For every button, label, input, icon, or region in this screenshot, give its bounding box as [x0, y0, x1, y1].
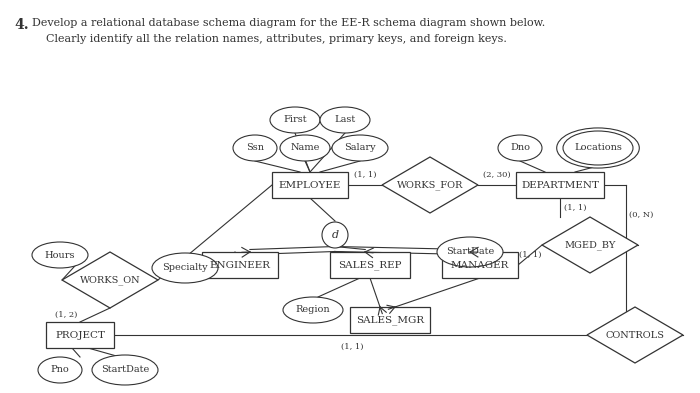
Text: CONTROLS: CONTROLS — [606, 331, 664, 340]
Text: WORKS_ON: WORKS_ON — [80, 275, 140, 285]
Text: (1, 1): (1, 1) — [354, 171, 377, 179]
Text: Locations: Locations — [574, 143, 622, 152]
Text: SALES_MGR: SALES_MGR — [356, 315, 424, 325]
Text: (1, 5): (1, 5) — [173, 266, 195, 274]
Circle shape — [322, 222, 348, 248]
Bar — [202, 252, 278, 278]
Polygon shape — [587, 307, 683, 363]
Ellipse shape — [38, 357, 82, 383]
Ellipse shape — [152, 253, 218, 283]
Text: (1, 2): (1, 2) — [55, 311, 77, 319]
Ellipse shape — [437, 237, 503, 267]
Ellipse shape — [283, 297, 343, 323]
Text: Name: Name — [290, 143, 320, 152]
Text: SALES_REP: SALES_REP — [338, 260, 402, 270]
Ellipse shape — [270, 107, 320, 133]
Text: (1, 1): (1, 1) — [342, 343, 364, 351]
Bar — [46, 322, 114, 348]
Polygon shape — [382, 157, 478, 213]
Text: Hours: Hours — [45, 250, 76, 259]
Bar — [272, 172, 348, 198]
Ellipse shape — [92, 355, 158, 385]
Bar — [330, 252, 410, 278]
Text: PROJECT: PROJECT — [55, 331, 105, 340]
Ellipse shape — [233, 135, 277, 161]
Text: Salary: Salary — [344, 143, 376, 152]
Text: First: First — [284, 116, 307, 125]
Text: (0, N): (0, N) — [629, 211, 653, 219]
Text: (2, 30): (2, 30) — [483, 171, 511, 179]
Ellipse shape — [498, 135, 542, 161]
Bar — [350, 307, 430, 333]
Text: ENGINEER: ENGINEER — [209, 261, 270, 270]
Ellipse shape — [563, 131, 633, 165]
Text: EMPLOYEE: EMPLOYEE — [279, 180, 341, 189]
Text: Last: Last — [335, 116, 356, 125]
Text: (1, 1): (1, 1) — [564, 204, 587, 211]
Bar — [516, 172, 604, 198]
Text: Dno: Dno — [510, 143, 530, 152]
Text: Region: Region — [295, 305, 330, 314]
Text: Ssn: Ssn — [246, 143, 264, 152]
Text: (1, 1): (1, 1) — [519, 251, 541, 259]
Ellipse shape — [280, 135, 330, 161]
Text: Specialty: Specialty — [162, 263, 208, 272]
Text: MANAGER: MANAGER — [451, 261, 509, 270]
Text: StartDate: StartDate — [101, 365, 149, 375]
Polygon shape — [542, 217, 638, 273]
Text: WORKS_FOR: WORKS_FOR — [397, 180, 463, 190]
Polygon shape — [62, 252, 158, 308]
Ellipse shape — [332, 135, 388, 161]
Ellipse shape — [32, 242, 88, 268]
Text: Develop a relational database schema diagram for the EE-R schema diagram shown b: Develop a relational database schema dia… — [32, 18, 545, 28]
Text: Clearly identify all the relation names, attributes, primary keys, and foreign k: Clearly identify all the relation names,… — [46, 34, 507, 44]
Ellipse shape — [320, 107, 370, 133]
Text: Pno: Pno — [50, 365, 69, 375]
Text: d: d — [331, 230, 339, 240]
Bar — [442, 252, 518, 278]
Text: 4.: 4. — [14, 18, 29, 32]
Text: DEPARTMENT: DEPARTMENT — [521, 180, 599, 189]
Text: MGED_BY: MGED_BY — [564, 240, 616, 250]
Text: StartDate: StartDate — [446, 248, 494, 257]
Ellipse shape — [556, 128, 639, 168]
